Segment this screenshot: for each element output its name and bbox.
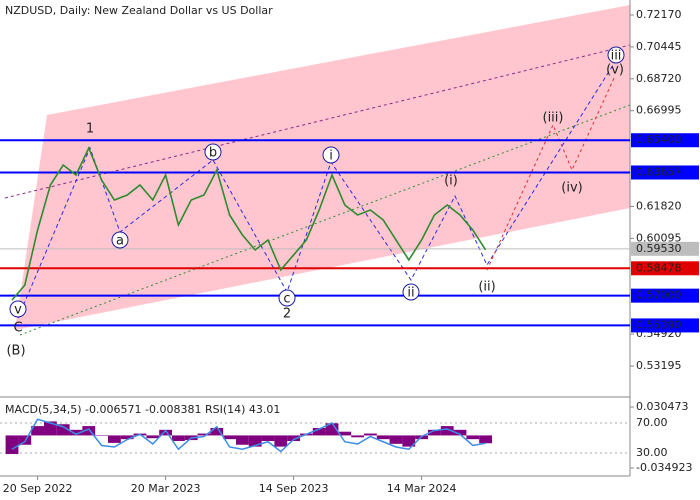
level-label: 0.58478: [636, 261, 682, 274]
histogram-bar: [223, 435, 236, 440]
histogram-bar: [287, 435, 300, 442]
wave-circle: [402, 283, 420, 301]
y2-tick-label: 30.00: [636, 446, 668, 459]
wave-label: v: [14, 303, 22, 318]
y-tick-label: 0.70445: [636, 40, 682, 53]
histogram-bar: [159, 429, 172, 436]
level-label-box: [631, 241, 699, 256]
level-label-box: [631, 288, 699, 303]
wave-label: (iii): [543, 111, 564, 126]
level-label-box: [631, 318, 699, 333]
chart-title: NZDUSD, Daily: New Zealand Dollar vs US …: [5, 4, 273, 17]
histogram-bar: [325, 423, 339, 436]
level-label: 0.57000: [636, 289, 682, 302]
histogram-bar: [82, 426, 96, 436]
x-tick-label: 14 Mar 2024: [387, 482, 457, 495]
y-tick-label: 0.66995: [636, 104, 682, 117]
indicator-title: MACD(5,34,5) -0.006571 -0.008381 RSI(14)…: [5, 403, 280, 416]
wave-label: 2: [283, 307, 291, 322]
price-line: [11, 146, 487, 301]
histogram-bar: [18, 435, 32, 445]
level-label: 0.55390: [636, 318, 682, 331]
wave-line: [17, 61, 616, 319]
level-label: 0.65400: [636, 133, 682, 146]
wave-label: (v): [606, 63, 624, 78]
level-label-box: [631, 165, 699, 180]
wave-label: iii: [611, 49, 622, 64]
histogram-bar: [108, 435, 121, 443]
histogram-bar: [31, 426, 44, 436]
histogram-bar: [312, 427, 326, 436]
wave-circle: [204, 143, 222, 161]
histogram-bar: [479, 435, 492, 444]
histogram-bar: [146, 435, 160, 439]
y-tick-label: -0.034923: [636, 461, 692, 474]
histogram-bar: [466, 435, 480, 440]
histogram-bar: [248, 435, 262, 447]
histogram-bar: [69, 429, 83, 436]
x-tick-label: 14 Sep 2023: [259, 482, 329, 495]
wave-label: (ii): [478, 280, 495, 295]
level-label-box: [631, 133, 699, 148]
wave-label: (iv): [561, 181, 582, 196]
wave-circle: [322, 146, 340, 164]
histogram-bar: [351, 435, 364, 438]
histogram-bar: [453, 429, 467, 436]
wave-label: 1: [86, 122, 94, 137]
histogram-bar: [197, 433, 211, 436]
wave-label: c: [283, 292, 290, 307]
wave-label: b: [209, 146, 217, 161]
histogram-bar: [389, 435, 403, 444]
histogram-bar: [172, 435, 185, 442]
histogram-bar: [120, 435, 134, 440]
histogram-bar: [236, 435, 249, 445]
wave-circle: [111, 231, 129, 249]
level-label-box: [631, 261, 699, 276]
histogram-bar: [440, 426, 454, 436]
histogram-bar: [364, 433, 377, 436]
histogram-bar: [428, 429, 441, 436]
trend-line: [4, 44, 631, 199]
wave-label: ii: [407, 286, 414, 301]
wave-label: i: [329, 149, 333, 164]
wave-circle: [9, 300, 27, 318]
wave-label: (B): [6, 344, 25, 359]
y-tick-label: 0.53195: [636, 359, 682, 372]
wave-circle: [278, 289, 296, 307]
projection: [486, 75, 616, 271]
wave-label: a: [116, 234, 124, 249]
wave-circle: [607, 46, 625, 64]
histogram-bar: [5, 435, 19, 455]
x-tick-label: 20 Sep 2022: [3, 482, 73, 495]
histogram-bar: [95, 435, 108, 436]
level-label: 0.59530: [636, 242, 682, 255]
histogram-bar: [44, 421, 57, 436]
wave-label: (i): [444, 174, 458, 189]
histogram-bar: [56, 424, 70, 436]
y-tick-label: 0.60095: [636, 231, 682, 244]
wave-label: C: [13, 321, 22, 336]
y-tick-label: 0.61820: [636, 199, 682, 212]
x-tick-label: 20 Mar 2023: [131, 482, 201, 495]
histogram-bar: [402, 435, 416, 447]
rsi-line: [11, 418, 486, 453]
y-tick-label: 0.72170: [636, 8, 682, 21]
histogram-bar: [338, 431, 352, 436]
y2-tick-label: 70.00: [636, 416, 668, 429]
histogram-bar: [261, 435, 275, 442]
histogram-bar: [376, 435, 390, 440]
histogram-bar: [274, 435, 288, 447]
y-tick-label: 0.030473: [636, 400, 689, 413]
histogram-bar: [210, 427, 224, 436]
level-label: 0.63657: [636, 165, 682, 178]
y-tick-label: 0.68720: [636, 72, 682, 85]
trend-line: [19, 104, 631, 336]
